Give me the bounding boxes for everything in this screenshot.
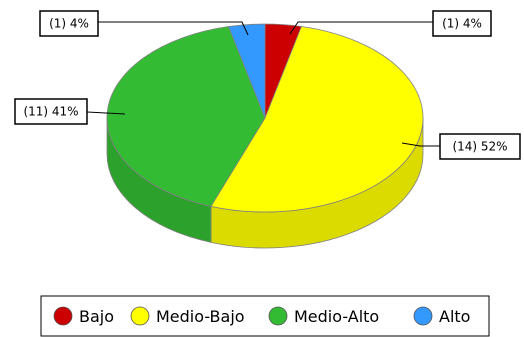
callout-label: (14) 52% bbox=[452, 140, 507, 154]
callout-bajo: (1) 4% bbox=[289, 10, 492, 37]
callout-medio-alto: (11) 41% bbox=[14, 98, 126, 125]
callout-alto: (1) 4% bbox=[39, 10, 249, 37]
callout-box bbox=[14, 98, 88, 125]
legend-label-alto: Alto bbox=[439, 307, 470, 326]
slice-alto bbox=[228, 23, 266, 119]
callout-label: (11) 41% bbox=[23, 105, 78, 119]
callout-leader-line bbox=[86, 111, 126, 115]
slice-medio-alto bbox=[106, 26, 266, 207]
callout-box bbox=[432, 10, 492, 37]
callout-box bbox=[439, 133, 521, 160]
legend-swatch-medio-bajo bbox=[130, 306, 150, 326]
legend-box bbox=[40, 295, 490, 337]
callout-leader-line bbox=[289, 21, 433, 35]
callout-label: (1) 4% bbox=[49, 17, 89, 31]
callout-leader-line bbox=[401, 142, 440, 147]
callout-labels: (1) 4% (14) 52% (11) 41% (1) 4% bbox=[14, 10, 521, 160]
callout-label: (1) 4% bbox=[442, 17, 482, 31]
legend-label-medio-alto: Medio-Alto bbox=[294, 307, 379, 326]
legend-label-bajo: Bajo bbox=[79, 307, 114, 326]
callout-box bbox=[39, 10, 99, 37]
legend-swatch-alto bbox=[413, 306, 433, 326]
callout-medio-bajo: (14) 52% bbox=[401, 133, 521, 160]
pie-top-slices bbox=[106, 23, 424, 213]
legend-label-medio-bajo: Medio-Bajo bbox=[156, 307, 245, 326]
callout-leader-line bbox=[98, 21, 249, 36]
legend: Bajo Medio-Bajo Medio-Alto Alto bbox=[40, 295, 490, 337]
legend-swatch-medio-alto bbox=[268, 306, 288, 326]
legend-swatch-bajo bbox=[53, 306, 73, 326]
